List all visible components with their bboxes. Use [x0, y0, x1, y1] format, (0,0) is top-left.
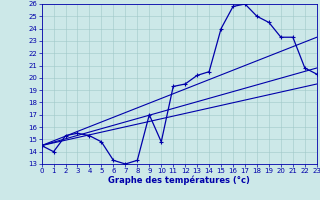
X-axis label: Graphe des températures (°c): Graphe des températures (°c): [108, 176, 250, 185]
